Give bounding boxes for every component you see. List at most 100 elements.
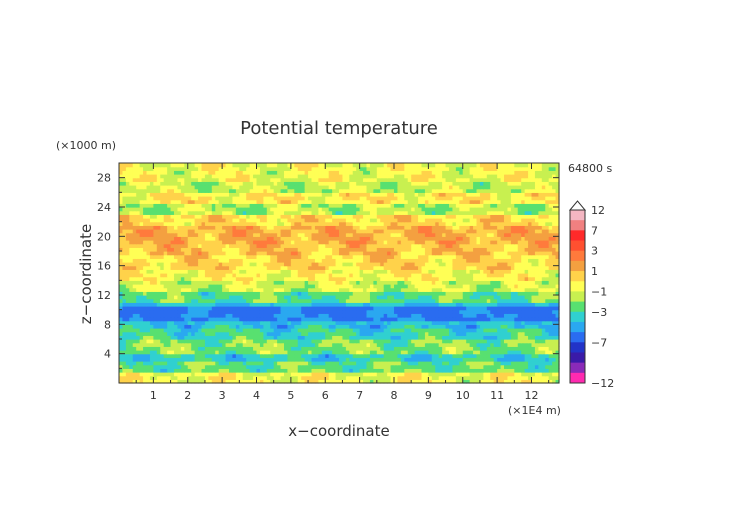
field-cell — [290, 357, 295, 362]
field-cell — [321, 280, 326, 285]
field-cell — [390, 379, 395, 384]
field-cell — [328, 350, 333, 355]
field-cell — [404, 335, 409, 340]
field-cell — [449, 328, 454, 333]
field-cell — [318, 342, 323, 347]
field-cell — [184, 342, 189, 347]
field-cell — [342, 287, 347, 292]
field-cell — [552, 368, 557, 373]
field-cell — [294, 346, 299, 351]
field-cell — [246, 243, 251, 248]
field-cell — [122, 379, 127, 384]
field-cell — [421, 375, 426, 380]
field-cell — [345, 251, 350, 256]
field-cell — [462, 287, 467, 292]
field-cell — [486, 291, 491, 296]
field-cell — [249, 324, 254, 329]
field-cell — [201, 295, 206, 300]
field-cell — [397, 353, 402, 358]
field-cell — [486, 265, 491, 270]
field-cell — [308, 280, 313, 285]
field-cell — [246, 328, 251, 333]
field-cell — [156, 251, 161, 256]
field-cell — [473, 335, 478, 340]
field-cell — [246, 258, 251, 263]
field-cell — [208, 276, 213, 281]
field-cell — [428, 251, 433, 256]
field-cell — [390, 254, 395, 259]
field-cell — [294, 254, 299, 259]
temperature-field — [119, 163, 560, 384]
field-cell — [356, 313, 361, 318]
field-cell — [466, 309, 471, 314]
field-cell — [239, 342, 244, 347]
field-cell — [125, 339, 130, 344]
field-cell — [387, 346, 392, 351]
field-cell — [239, 295, 244, 300]
field-cell — [249, 291, 254, 296]
field-cell — [232, 291, 237, 296]
field-cell — [373, 306, 378, 311]
field-cell — [366, 306, 371, 311]
field-cell — [431, 243, 436, 248]
field-cell — [345, 324, 350, 329]
field-cell — [342, 258, 347, 263]
field-cell — [215, 306, 220, 311]
field-cell — [411, 284, 416, 289]
field-cell — [383, 342, 388, 347]
field-cell — [552, 317, 557, 322]
field-cell — [177, 247, 182, 252]
field-cell — [194, 364, 199, 369]
field-cell — [424, 276, 429, 281]
field-cell — [253, 317, 258, 322]
field-cell — [263, 262, 268, 267]
field-cell — [170, 269, 175, 274]
field-cell — [187, 291, 192, 296]
field-cell — [380, 335, 385, 340]
field-cell — [339, 309, 344, 314]
field-cell — [486, 357, 491, 362]
field-cell — [139, 254, 144, 259]
field-cell — [418, 331, 423, 336]
field-cell — [201, 328, 206, 333]
field-cell — [442, 287, 447, 292]
field-cell — [490, 269, 495, 274]
field-cell — [479, 324, 484, 329]
field-cell — [486, 328, 491, 333]
field-cell — [366, 350, 371, 355]
field-cell — [390, 353, 395, 358]
field-cell — [421, 251, 426, 256]
field-cell — [497, 375, 502, 380]
field-cell — [198, 375, 203, 380]
field-cell — [149, 265, 154, 270]
field-cell — [297, 276, 302, 281]
field-cell — [449, 339, 454, 344]
field-cell — [314, 350, 319, 355]
field-cell — [438, 339, 443, 344]
field-cell — [500, 364, 505, 369]
field-cell — [184, 320, 189, 325]
field-cell — [521, 302, 526, 307]
field-cell — [387, 313, 392, 318]
field-cell — [349, 339, 354, 344]
field-cell — [160, 291, 165, 296]
field-cell — [414, 309, 419, 314]
field-cell — [483, 254, 488, 259]
field-cell — [204, 342, 209, 347]
field-cell — [146, 331, 151, 336]
field-cell — [548, 295, 553, 300]
field-cell — [177, 243, 182, 248]
field-cell — [452, 309, 457, 314]
field-cell — [359, 276, 364, 281]
field-cell — [280, 276, 285, 281]
field-cell — [359, 265, 364, 270]
field-cell — [204, 306, 209, 311]
field-cell — [167, 364, 172, 369]
field-cell — [497, 368, 502, 373]
field-cell — [524, 243, 529, 248]
field-cell — [163, 298, 168, 303]
field-cell — [139, 291, 144, 296]
field-cell — [253, 254, 258, 259]
field-cell — [160, 262, 165, 267]
field-cell — [235, 276, 240, 281]
